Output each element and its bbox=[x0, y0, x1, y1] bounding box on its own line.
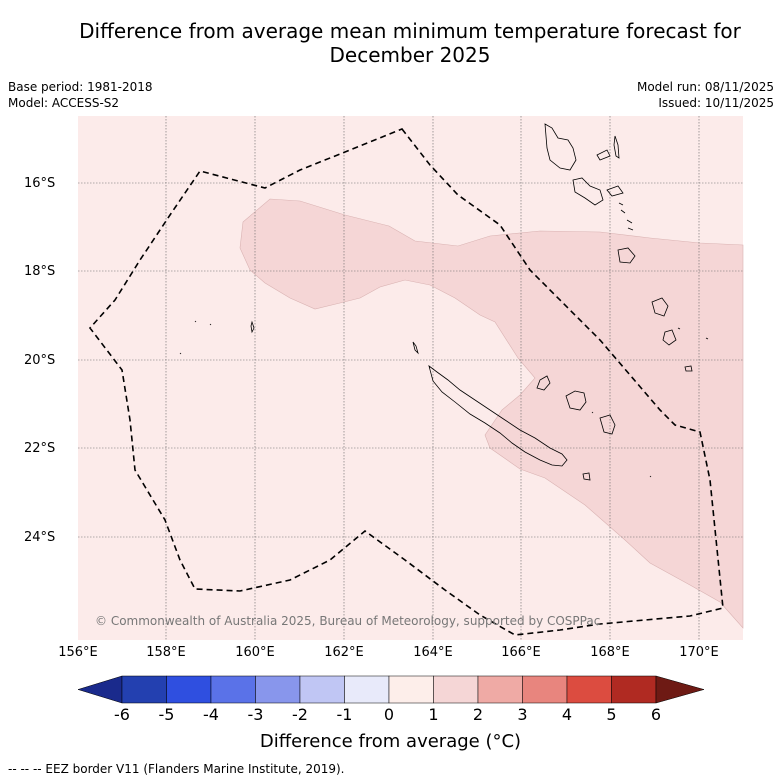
lat-label: 22°S bbox=[24, 441, 56, 456]
lat-label: 18°S bbox=[24, 264, 56, 279]
colorbar-tick-label: -6 bbox=[114, 705, 130, 724]
malakula bbox=[572, 177, 604, 206]
erromango bbox=[651, 297, 669, 317]
colorbar-tick-label: -1 bbox=[336, 705, 353, 724]
colorbar-segment bbox=[255, 675, 301, 704]
belep-islands bbox=[412, 341, 419, 355]
colorbar-segment bbox=[611, 675, 657, 704]
lon-label: 170°E bbox=[679, 645, 719, 660]
model-name: Model: ACCESS-S2 bbox=[8, 96, 120, 110]
colorbar-tick-label: 6 bbox=[650, 705, 662, 724]
lon-label: 160°E bbox=[235, 645, 275, 660]
issued-date: Issued: 10/11/2025 bbox=[658, 96, 774, 110]
small-reefs bbox=[179, 320, 709, 478]
colorbar-tick-label: 2 bbox=[472, 705, 484, 724]
colorbar bbox=[77, 675, 705, 704]
colorbar-segment bbox=[166, 675, 212, 704]
colorbar-tick-label: -4 bbox=[203, 705, 219, 724]
coastlines bbox=[179, 123, 709, 481]
epi-shepherds bbox=[618, 202, 634, 231]
warm-anomaly-zone bbox=[239, 198, 744, 629]
colorbar-segment bbox=[388, 675, 434, 704]
colorbar-segment bbox=[121, 675, 167, 704]
colorbar-tick-label: 0 bbox=[383, 705, 395, 724]
colorbar-tick-label: -5 bbox=[158, 705, 175, 724]
colorbar-extend-low bbox=[77, 675, 123, 704]
efate bbox=[617, 247, 636, 264]
isle-of-pines bbox=[582, 472, 591, 481]
lat-label: 16°S bbox=[24, 176, 56, 191]
pentecost bbox=[613, 135, 620, 159]
right-metadata: Model run: 08/11/2025 Issued: 10/11/2025 bbox=[637, 79, 774, 111]
colorbar-tick-label: 1 bbox=[428, 705, 439, 724]
gridlines bbox=[78, 116, 743, 640]
lat-label: 20°S bbox=[24, 353, 56, 368]
colorbar-segment bbox=[299, 675, 345, 704]
colorbar-segment bbox=[210, 675, 256, 704]
colorbar-tick-label: 4 bbox=[561, 705, 573, 724]
map-title: Difference from average mean minimum tem… bbox=[40, 19, 780, 67]
colorbar-extend-high bbox=[655, 675, 705, 704]
base-period: Base period: 1981-2018 bbox=[8, 80, 153, 94]
eez-border bbox=[88, 128, 724, 636]
lon-label: 166°E bbox=[501, 645, 541, 660]
colorbar-segment bbox=[566, 675, 612, 704]
eez-legend: -- -- -- EEZ border V11 (Flanders Marine… bbox=[8, 762, 345, 776]
vanuatu-north-small bbox=[596, 149, 611, 161]
new-caledonia bbox=[428, 364, 568, 467]
lon-label: 156°E bbox=[58, 645, 98, 660]
colorbar-tick-label: 5 bbox=[606, 705, 617, 724]
tanna bbox=[662, 329, 677, 346]
title-line-2: December 2025 bbox=[329, 43, 491, 67]
lon-label: 162°E bbox=[324, 645, 364, 660]
colorbar-tick-label: -2 bbox=[292, 705, 308, 724]
colorbar-title: Difference from average (°C) bbox=[259, 731, 522, 752]
colorbar-segment bbox=[433, 675, 479, 704]
left-metadata: Base period: 1981-2018 Model: ACCESS-S2 bbox=[8, 79, 153, 111]
lat-label: 24°S bbox=[24, 530, 56, 545]
ambae bbox=[606, 185, 624, 197]
copyright-notice: © Commonwealth of Australia 2025, Bureau… bbox=[95, 614, 601, 628]
colorbar-tick-label: -3 bbox=[247, 705, 264, 724]
title-line-1: Difference from average mean minimum tem… bbox=[79, 19, 741, 43]
colorbar-segment bbox=[477, 675, 523, 704]
mare-island bbox=[599, 414, 616, 435]
chesterfield-islets bbox=[250, 320, 255, 334]
aneityum bbox=[684, 365, 693, 372]
espiritu-santo bbox=[544, 123, 577, 171]
colorbar-segment bbox=[344, 675, 390, 704]
lon-label: 168°E bbox=[590, 645, 630, 660]
ouvea-island bbox=[536, 375, 551, 391]
lifou-island bbox=[565, 390, 587, 411]
lon-label: 164°E bbox=[413, 645, 453, 660]
lon-label: 158°E bbox=[146, 645, 186, 660]
colorbar-segment bbox=[522, 675, 568, 704]
colorbar-tick-label: 3 bbox=[517, 705, 528, 724]
model-run: Model run: 08/11/2025 bbox=[636, 80, 774, 94]
